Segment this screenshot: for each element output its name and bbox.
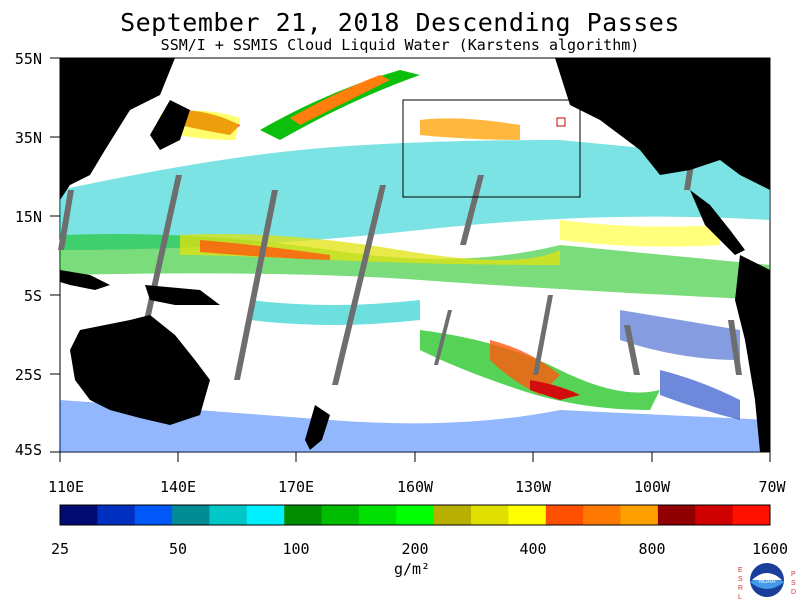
- svg-text:L: L: [738, 594, 742, 600]
- region-box: [402, 99, 581, 198]
- colorbar-label: 800: [638, 540, 666, 558]
- lon-label: 110E: [47, 478, 85, 496]
- colorbar-label: 200: [401, 540, 429, 558]
- colorbar-swatch: [396, 505, 435, 525]
- svg-text:D: D: [791, 589, 796, 596]
- new-guinea-land: [145, 285, 220, 305]
- colorbar-swatch: [321, 505, 360, 525]
- colorbar-swatch: [695, 505, 734, 525]
- colorbar-swatch: [60, 505, 98, 525]
- colorbar-label: 50: [168, 540, 188, 558]
- lat-label: 25S: [14, 366, 42, 384]
- colorbar-swatch: [732, 505, 771, 525]
- colorbar-swatch: [284, 505, 323, 525]
- colorbar-border: [59, 504, 771, 526]
- noaa-esrl-psd-logo: NOAA E S R L P S D: [738, 563, 796, 600]
- colorbar-swatch: [209, 505, 248, 525]
- lon-label: 140E: [159, 478, 197, 496]
- lat-label: 55N: [14, 50, 42, 68]
- lat-label: 5S: [23, 287, 42, 305]
- axis-ticks: [50, 57, 771, 462]
- australia-land: [70, 315, 210, 425]
- asia-land: [60, 58, 175, 200]
- south-america-land: [735, 255, 770, 452]
- lon-label: 160W: [396, 478, 434, 496]
- svg-text:R: R: [738, 585, 743, 592]
- central-america-land: [690, 190, 745, 255]
- colorbar-swatch: [545, 505, 584, 525]
- colorbar-swatch: [433, 505, 472, 525]
- colorbar-label: 25: [50, 540, 70, 558]
- colorbar-label: 1600: [751, 540, 789, 558]
- lon-label: 170E: [277, 478, 315, 496]
- indonesia-land: [60, 270, 110, 290]
- lon-label: 100W: [633, 478, 671, 496]
- new-zealand-land: [305, 405, 330, 450]
- colorbar-swatch: [246, 505, 285, 525]
- colorbar-swatch: [172, 505, 210, 525]
- colorbar-swatch: [97, 505, 136, 525]
- lat-label: 45S: [14, 441, 42, 459]
- colorbar-swatch: [508, 505, 547, 525]
- lat-label: 15N: [14, 208, 42, 226]
- cloud-field: [60, 70, 770, 452]
- colorbar: [60, 505, 771, 525]
- map-title: September 21, 2018 Descending Passes: [120, 8, 680, 37]
- satellite-swath-gaps: [58, 165, 742, 385]
- colorbar-swatch: [358, 505, 397, 525]
- land-masses: [60, 58, 770, 452]
- colorbar-swatch: [471, 505, 509, 525]
- lon-label: 130W: [514, 478, 552, 496]
- colorbar-swatch: [620, 505, 659, 525]
- small-marker-box: [556, 117, 566, 127]
- map-subtitle: SSM/I + SSMIS Cloud Liquid Water (Karste…: [160, 36, 640, 54]
- colorbar-label: 400: [519, 540, 547, 558]
- colorbar-swatch: [134, 505, 173, 525]
- svg-text:E: E: [738, 567, 743, 574]
- lat-label: 35N: [14, 129, 42, 147]
- colorbar-label: 100: [282, 540, 310, 558]
- colorbar-swatch: [583, 505, 622, 525]
- north-america-land: [555, 58, 770, 190]
- colorbar-swatch: [657, 505, 696, 525]
- japan-land: [150, 100, 190, 150]
- svg-text:S: S: [791, 580, 796, 587]
- colorbar-units: g/m²: [393, 560, 431, 578]
- svg-text:P: P: [791, 571, 796, 578]
- svg-text:S: S: [738, 576, 743, 583]
- logo-center-text: NOAA: [758, 579, 775, 585]
- lon-label: 70W: [758, 478, 786, 496]
